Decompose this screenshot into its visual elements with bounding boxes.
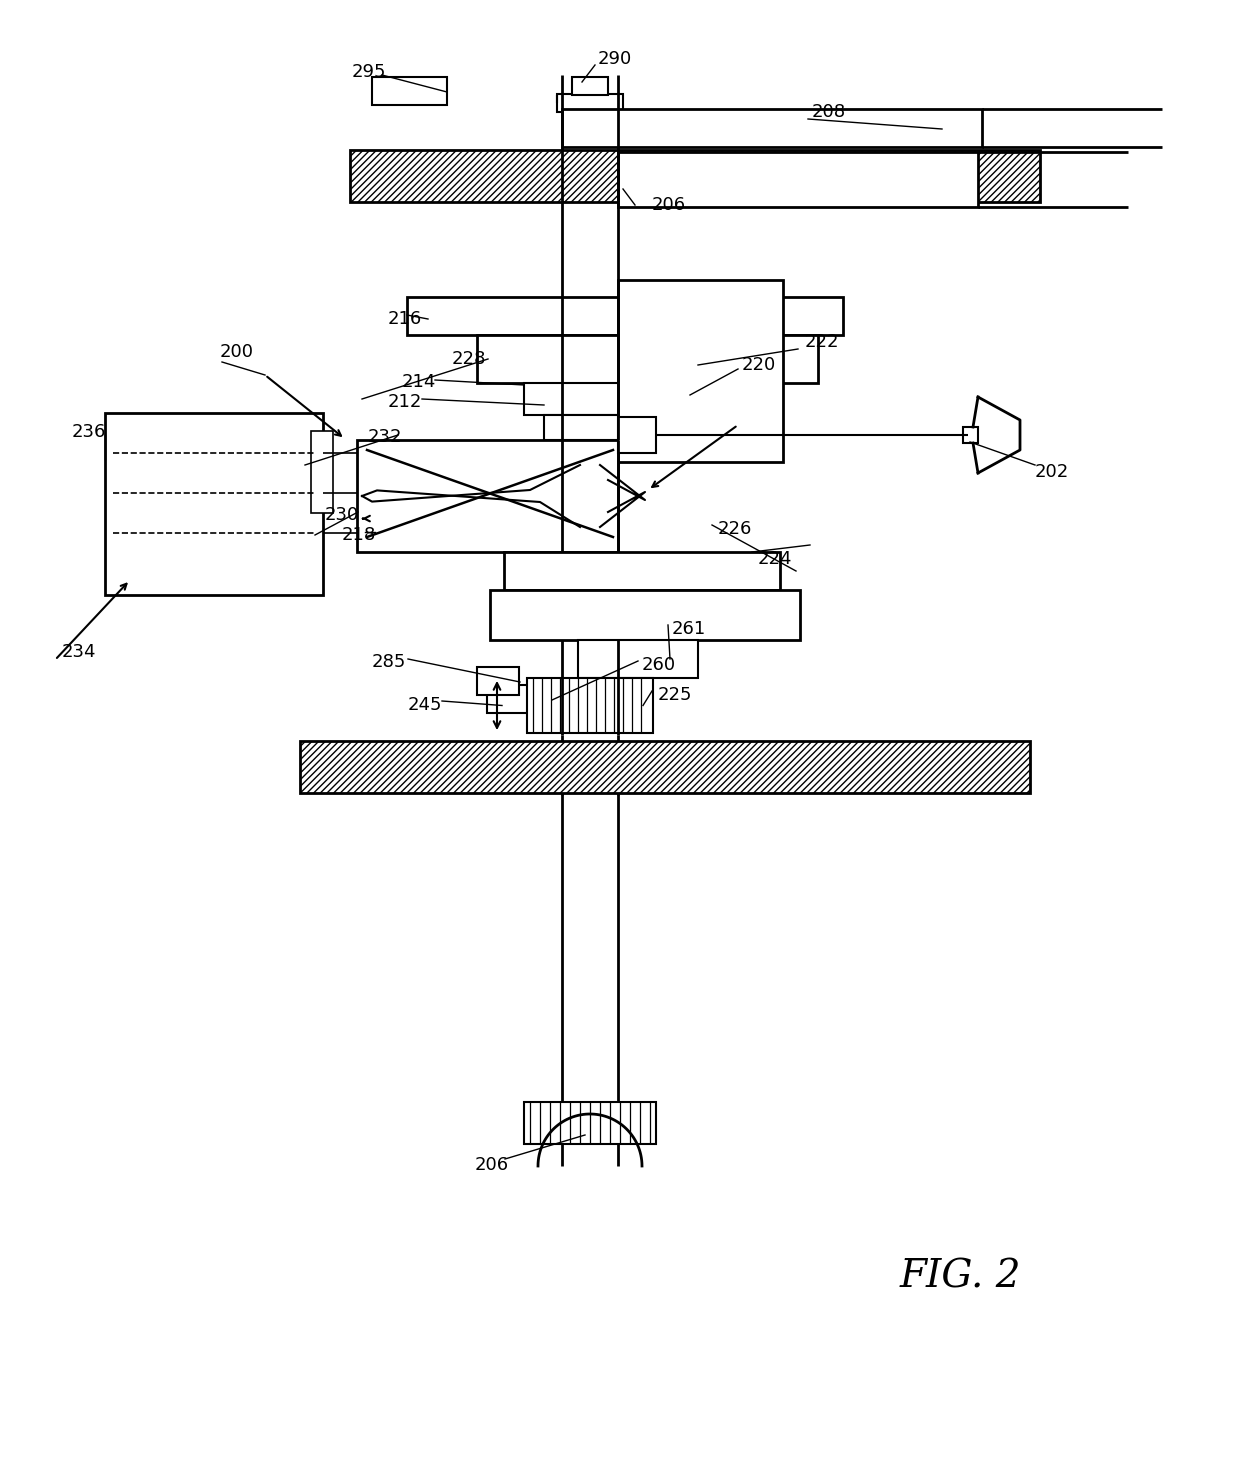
Text: 216: 216 [388,310,423,328]
Bar [477,667,520,695]
Text: 236: 236 [72,423,107,441]
Bar [490,590,800,640]
Bar [311,431,334,513]
Text: 234: 234 [62,643,97,661]
Text: FIG. 2: FIG. 2 [899,1259,1021,1295]
Text: 206: 206 [652,197,686,214]
Bar [557,95,622,112]
Bar [618,280,782,462]
Bar [477,335,818,383]
Bar [407,297,843,335]
Bar [544,415,656,440]
Text: 200: 200 [219,342,254,361]
Bar [357,440,618,552]
Text: 214: 214 [402,373,436,390]
Text: 202: 202 [1035,463,1069,481]
Text: 224: 224 [758,549,792,568]
Bar [618,417,656,453]
Bar [525,383,683,415]
Text: 230: 230 [325,506,360,525]
Text: 232: 232 [368,428,403,446]
Text: 218: 218 [342,526,376,543]
Text: 228: 228 [453,350,486,369]
Text: 285: 285 [372,653,407,672]
Text: 225: 225 [658,686,692,704]
Bar [300,742,1030,793]
Text: 222: 222 [805,334,839,351]
Bar [503,552,780,590]
Text: 206: 206 [475,1155,510,1174]
Bar [572,77,608,95]
Bar [578,640,698,678]
Bar [350,150,1040,203]
Text: 295: 295 [352,63,387,82]
Text: 208: 208 [812,103,846,121]
Bar [105,412,322,594]
Text: 212: 212 [388,393,423,411]
Text: 261: 261 [672,621,707,638]
Bar [372,77,446,105]
Bar [527,678,653,733]
Text: 220: 220 [742,356,776,374]
Bar [963,427,978,443]
Text: 290: 290 [598,50,632,68]
Text: 245: 245 [408,696,443,714]
Bar [525,1101,656,1144]
Text: 260: 260 [642,656,676,675]
Text: 226: 226 [718,520,753,538]
Bar [618,152,978,207]
Bar [562,109,982,147]
Bar [487,685,552,712]
